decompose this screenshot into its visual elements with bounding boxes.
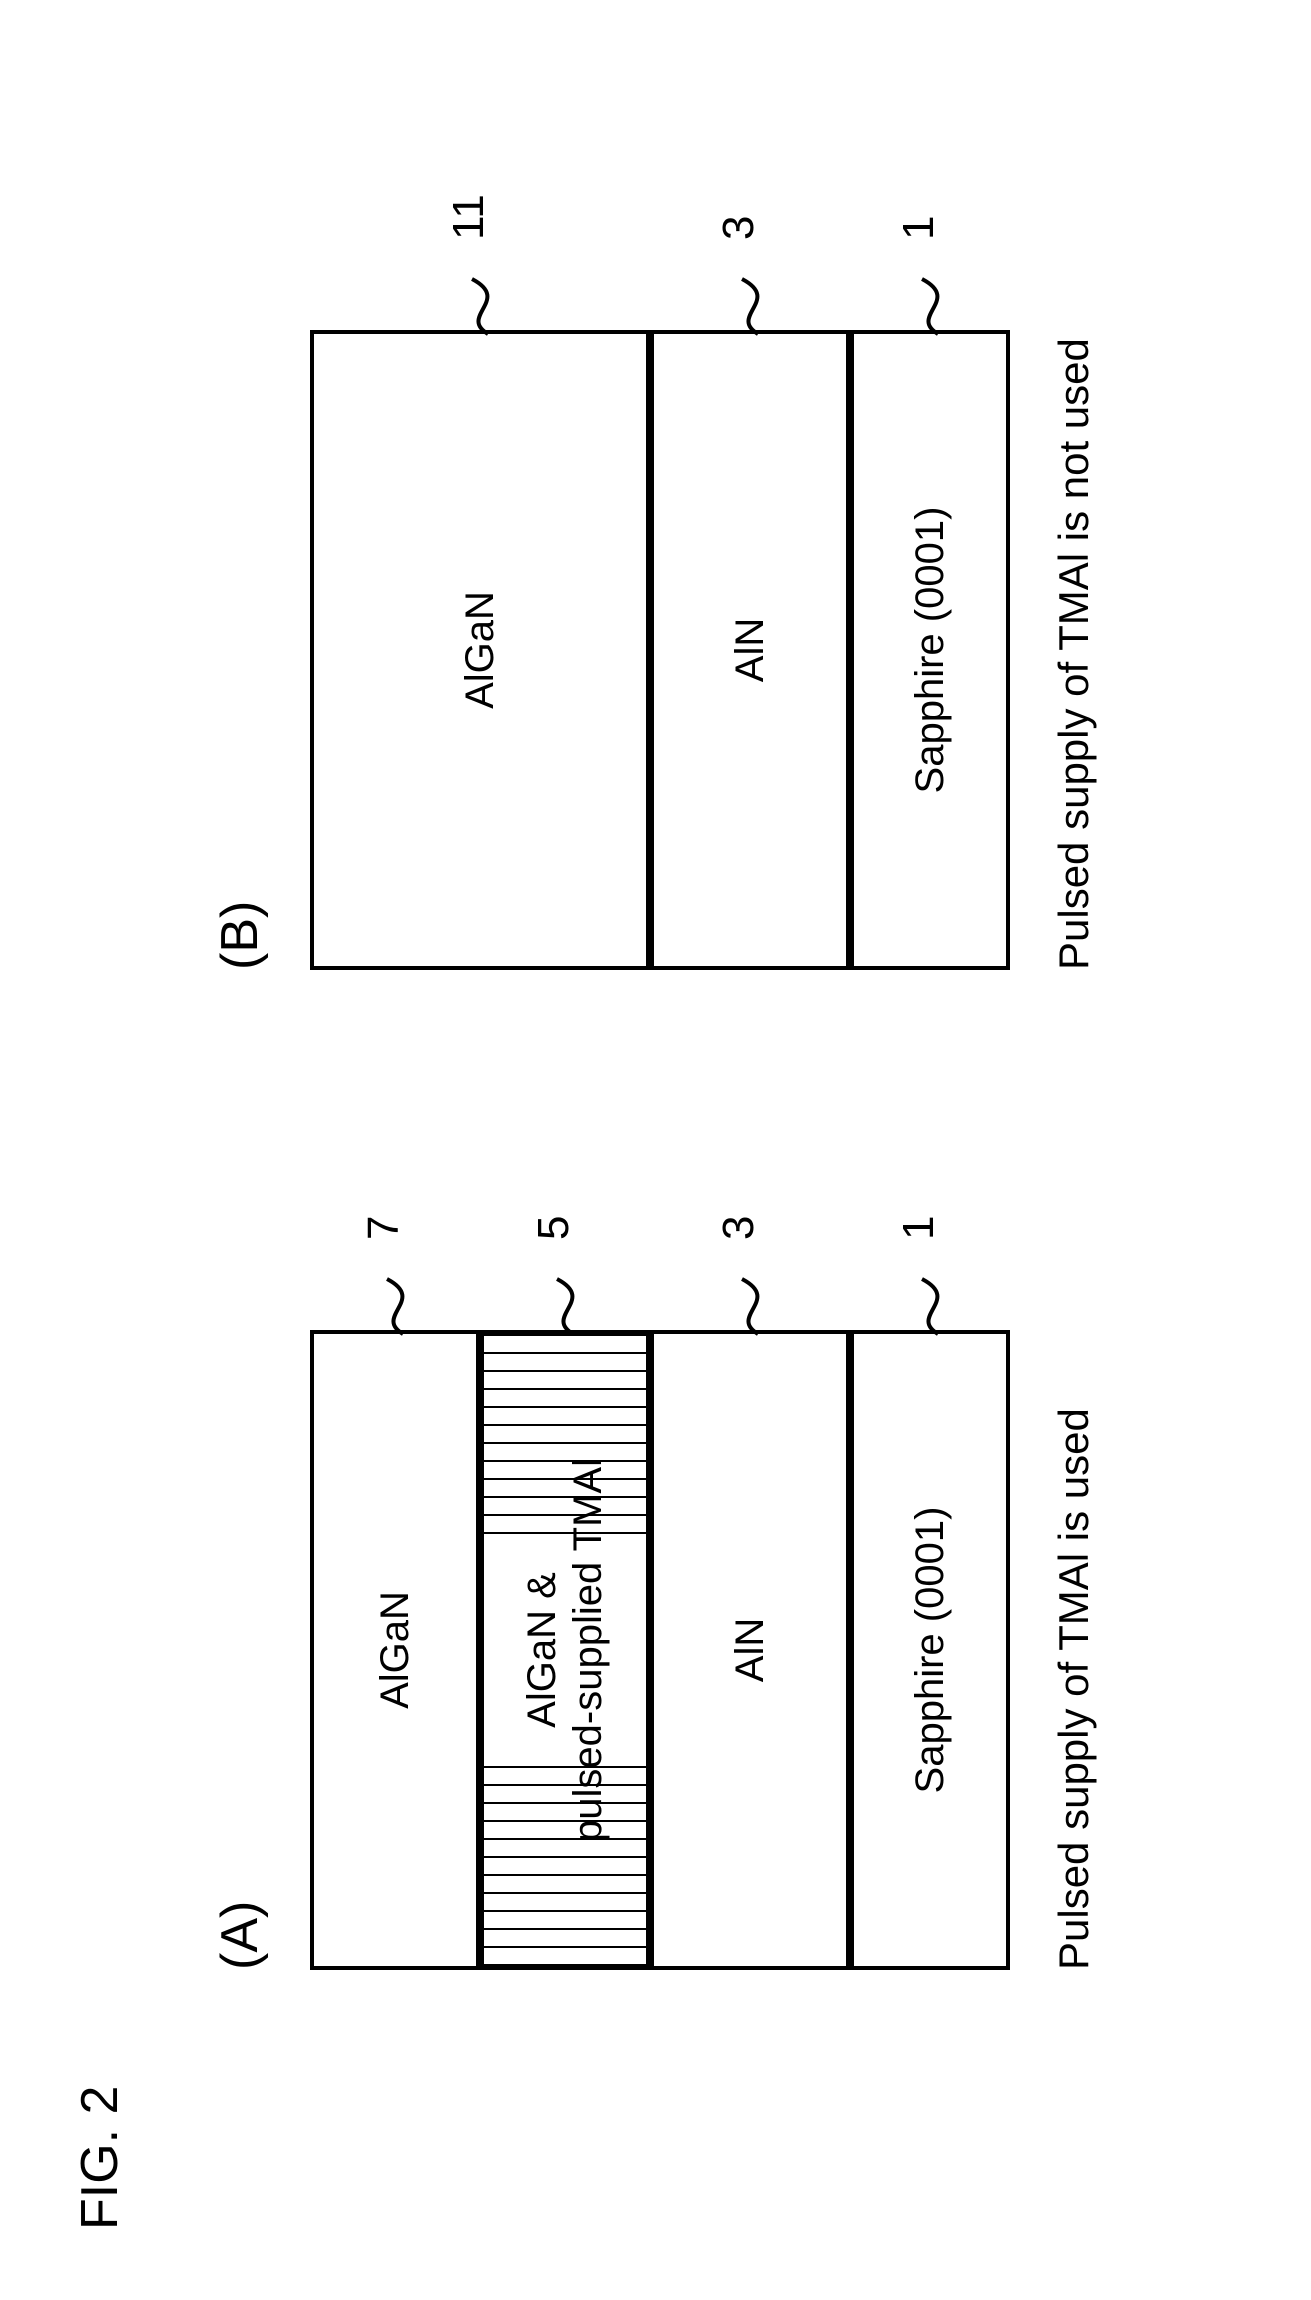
figure-inner: FIG. 2 (A) (B) Pulsed supply of TMAl is … [70, 30, 1270, 2230]
ain-layer-b: AlN [650, 330, 850, 970]
sapphire-layer-ref: 1 [894, 1216, 944, 1240]
panel-b-caption: Pulsed supply of TMAl is not used [1050, 338, 1098, 970]
figure-title: FIG. 2 [70, 2086, 130, 2230]
pulsed-layer-leader [535, 1254, 595, 1334]
ain-layer-ref: 3 [714, 1216, 764, 1240]
figure-canvas: FIG. 2 (A) (B) Pulsed supply of TMAl is … [70, 30, 1270, 2230]
sapphire-layer-b: Sapphire (0001) [850, 330, 1010, 970]
algan-layer-b-ref: 11 [444, 194, 494, 240]
ain-layer-leader [720, 1254, 780, 1334]
pulsed-layer-ref: 5 [529, 1216, 579, 1240]
ain-layer: AlN [650, 1330, 850, 1970]
algan-layer-leader [365, 1254, 425, 1334]
sapphire-layer-b-ref: 1 [894, 216, 944, 240]
panel-a-caption: Pulsed supply of TMAl is used [1050, 1408, 1098, 1970]
ain-layer-b-leader [720, 254, 780, 334]
sapphire-layer-b-label: Sapphire (0001) [907, 507, 953, 794]
algan-layer-label: AlGaN [372, 1591, 418, 1709]
ain-layer-label: AlN [727, 1618, 773, 1682]
pulsed-layer: AlGaN & pulsed-supplied TMAl [480, 1330, 650, 1970]
sapphire-layer: Sapphire (0001) [850, 1330, 1010, 1970]
panel-a-label: (A) [210, 1901, 270, 1970]
sapphire-layer-b-leader [900, 254, 960, 334]
ain-layer-b-ref: 3 [714, 216, 764, 240]
sapphire-layer-leader [900, 1254, 960, 1334]
pulsed-layer-label: AlGaN & pulsed-supplied TMAl [519, 1458, 611, 1842]
algan-layer-ref: 7 [359, 1216, 409, 1240]
ain-layer-b-label: AlN [727, 618, 773, 682]
algan-layer-b-leader [450, 254, 510, 334]
algan-layer-b-label: AlGaN [457, 591, 503, 709]
panel-b-label: (B) [210, 901, 270, 970]
algan-layer-b: AlGaN [310, 330, 650, 970]
sapphire-layer-label: Sapphire (0001) [907, 1507, 953, 1794]
algan-layer: AlGaN [310, 1330, 480, 1970]
